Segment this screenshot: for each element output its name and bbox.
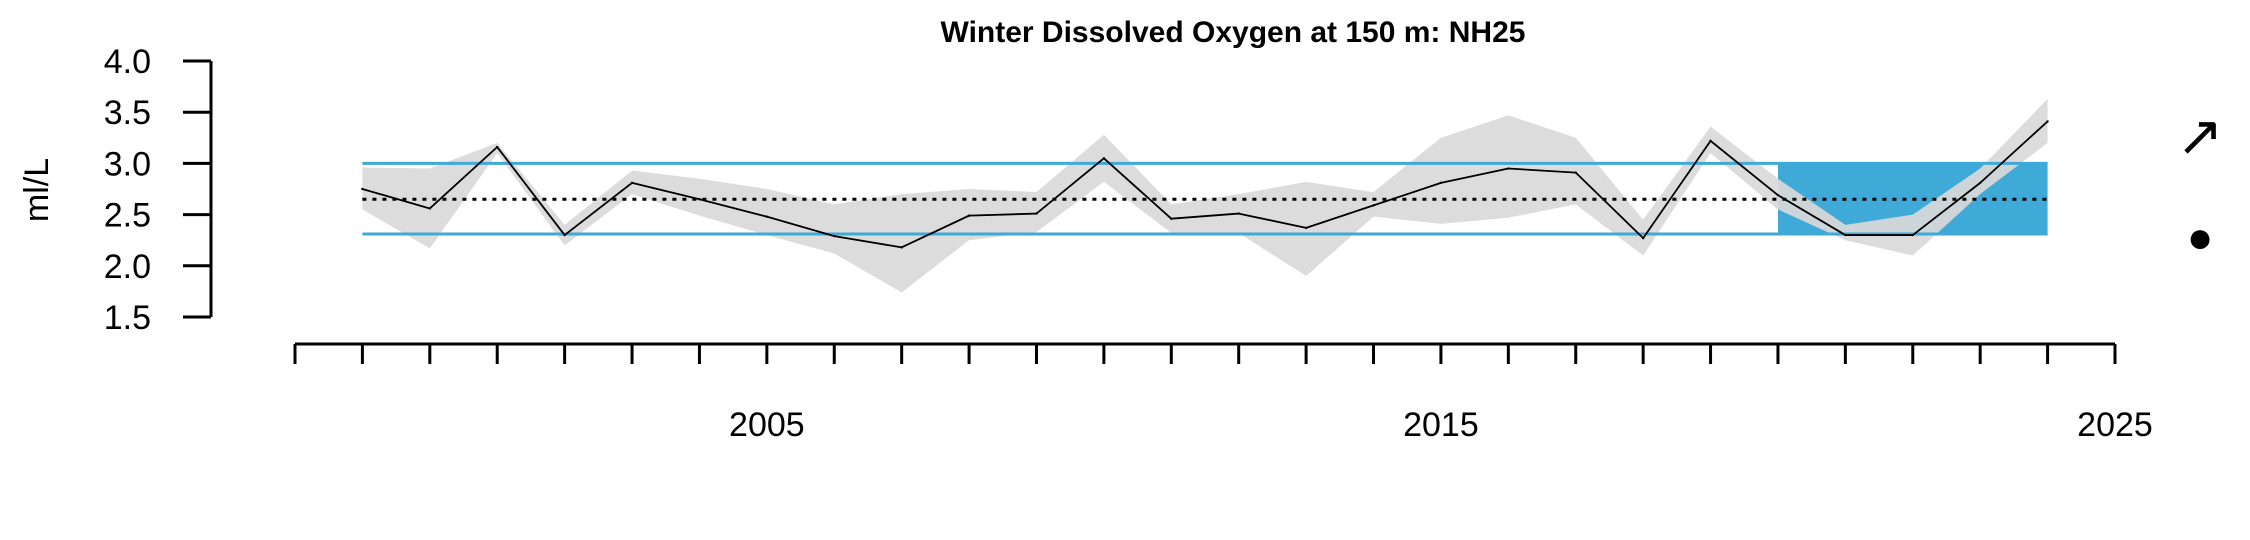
data-point (2046, 120, 2049, 123)
series-segment (969, 212, 1037, 217)
data-point (1574, 171, 1577, 174)
series-segment (834, 235, 902, 249)
series-segment (362, 188, 431, 210)
series-segment (1575, 171, 1644, 239)
data-point (833, 234, 836, 238)
data-point (1372, 204, 1375, 207)
series-line-layer (361, 120, 2049, 249)
series-segment (901, 214, 970, 249)
data-point (1237, 212, 1240, 215)
series-segment (1508, 167, 1576, 174)
y-tick-label: 2.5 (104, 197, 151, 235)
series-segment (766, 215, 835, 237)
y-tick-label: 3.5 (104, 94, 151, 132)
series-segment (699, 198, 768, 218)
y-axis-label: ml/L (18, 158, 56, 222)
series-segment (1238, 212, 1307, 229)
data-point (1507, 167, 1510, 170)
x-tick-label: 2025 (2077, 406, 2153, 444)
y-tick-label: 1.5 (104, 299, 151, 337)
reference-lines-layer (362, 161, 2048, 236)
y-tick-label: 4.0 (104, 43, 151, 81)
series-segment (1777, 194, 1846, 236)
trend-arrow-symbol: ↗ (2177, 104, 2224, 167)
data-point (496, 145, 499, 149)
data-point (630, 181, 634, 185)
confidence-band (362, 98, 2048, 293)
data-point (428, 207, 432, 210)
data-point (900, 246, 903, 249)
series-segment (1171, 212, 1239, 220)
data-point (1911, 233, 1914, 237)
mean-status-symbol: ● (2187, 213, 2214, 262)
series-segment (429, 146, 498, 210)
x-tick-label: 2005 (729, 406, 805, 444)
data-point (1641, 236, 1645, 240)
data-point (765, 215, 769, 218)
data-point (1102, 157, 1106, 160)
series-segment (1305, 204, 1374, 229)
data-point (1978, 181, 1982, 185)
series-segment (631, 181, 700, 201)
data-point (563, 233, 566, 237)
data-point (1844, 233, 1847, 237)
data-point (1304, 226, 1308, 230)
x-tick-label: 2015 (1403, 406, 1479, 444)
y-tick-label: 2.0 (104, 248, 151, 286)
series-segment (1103, 157, 1172, 220)
series-segment (564, 182, 633, 236)
series-segment (1035, 157, 1105, 215)
data-point (1709, 139, 1712, 143)
data-point (1035, 212, 1038, 215)
chart-title: Winter Dissolved Oxygen at 150 m: NH25 (941, 16, 1526, 49)
series-segment (1912, 182, 1981, 236)
data-point (1170, 217, 1173, 220)
data-point (967, 214, 971, 217)
axes-layer: 1.5 2.0 2.5 3.0 3.5 4.0 2005 2015 2025 (104, 43, 2153, 444)
series-segment (1642, 140, 1712, 239)
data-point (361, 187, 364, 191)
series-segment (1440, 167, 1509, 184)
series-segment (1979, 120, 2049, 184)
series-segment (496, 146, 566, 236)
data-point (1776, 193, 1780, 197)
data-point (1439, 181, 1443, 185)
series-segment (1373, 182, 1442, 207)
y-tick-label: 3.0 (104, 145, 151, 183)
data-point (698, 198, 701, 201)
series-segment (1709, 140, 1779, 196)
